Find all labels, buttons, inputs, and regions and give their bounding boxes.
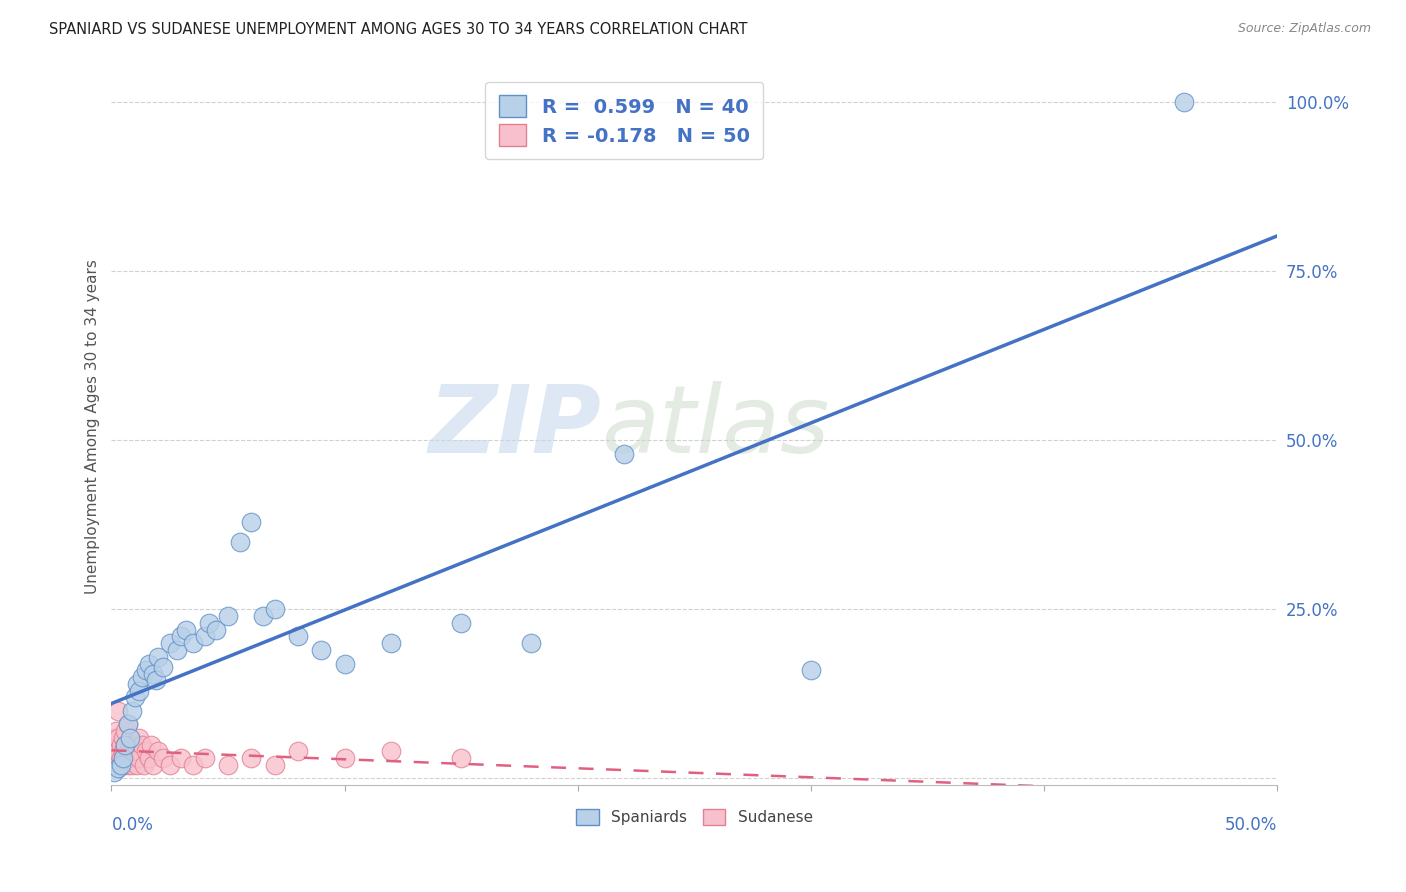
Point — [1173, 95, 1195, 110]
Point — [311, 643, 333, 657]
Point — [240, 515, 263, 529]
Point — [174, 623, 197, 637]
Point — [146, 649, 169, 664]
Point — [107, 761, 129, 775]
Point — [198, 615, 221, 630]
Point — [132, 758, 155, 772]
Point — [112, 751, 135, 765]
Point — [114, 738, 136, 752]
Point — [135, 744, 157, 758]
Point — [194, 751, 217, 765]
Point — [110, 751, 132, 765]
Point — [613, 447, 636, 461]
Point — [131, 670, 153, 684]
Point — [333, 657, 356, 671]
Point — [159, 758, 181, 772]
Point — [252, 609, 274, 624]
Point — [120, 751, 142, 765]
Point — [124, 751, 146, 765]
Text: Source: ZipAtlas.com: Source: ZipAtlas.com — [1237, 22, 1371, 36]
Point — [121, 704, 143, 718]
Point — [128, 683, 150, 698]
Point — [128, 731, 150, 745]
Point — [125, 677, 148, 691]
Point — [139, 738, 162, 752]
Point — [131, 738, 153, 752]
Legend: Spaniards, Sudanese: Spaniards, Sudanese — [569, 803, 818, 831]
Point — [194, 630, 217, 644]
Point — [103, 764, 125, 779]
Point — [103, 758, 125, 772]
Point — [205, 623, 228, 637]
Point — [107, 704, 129, 718]
Point — [138, 657, 160, 671]
Point — [152, 660, 174, 674]
Point — [117, 717, 139, 731]
Point — [170, 630, 193, 644]
Point — [520, 636, 543, 650]
Point — [138, 751, 160, 765]
Point — [125, 744, 148, 758]
Point — [103, 731, 125, 745]
Point — [117, 758, 139, 772]
Point — [181, 758, 204, 772]
Point — [135, 663, 157, 677]
Point — [107, 731, 129, 745]
Text: SPANIARD VS SUDANESE UNEMPLOYMENT AMONG AGES 30 TO 34 YEARS CORRELATION CHART: SPANIARD VS SUDANESE UNEMPLOYMENT AMONG … — [49, 22, 748, 37]
Point — [166, 643, 188, 657]
Point — [117, 744, 139, 758]
Point — [112, 744, 135, 758]
Point — [152, 751, 174, 765]
Point — [105, 724, 128, 739]
Point — [120, 738, 142, 752]
Point — [145, 673, 167, 688]
Point — [333, 751, 356, 765]
Point — [107, 758, 129, 772]
Point — [240, 751, 263, 765]
Point — [800, 663, 823, 677]
Point — [114, 738, 136, 752]
Y-axis label: Unemployment Among Ages 30 to 34 years: Unemployment Among Ages 30 to 34 years — [86, 260, 100, 594]
Text: ZIP: ZIP — [429, 381, 602, 473]
Point — [121, 758, 143, 772]
Point — [114, 724, 136, 739]
Point — [181, 636, 204, 650]
Point — [228, 534, 250, 549]
Point — [142, 666, 165, 681]
Text: 50.0%: 50.0% — [1225, 815, 1278, 834]
Point — [110, 738, 132, 752]
Point — [112, 731, 135, 745]
Point — [121, 744, 143, 758]
Point — [287, 630, 309, 644]
Point — [110, 758, 132, 772]
Point — [103, 744, 125, 758]
Point — [287, 744, 309, 758]
Point — [217, 758, 239, 772]
Point — [450, 615, 472, 630]
Point — [450, 751, 472, 765]
Point — [124, 690, 146, 705]
Point — [263, 758, 285, 772]
Point — [114, 751, 136, 765]
Point — [146, 744, 169, 758]
Point — [217, 609, 239, 624]
Point — [107, 744, 129, 758]
Text: 0.0%: 0.0% — [111, 815, 153, 834]
Point — [128, 751, 150, 765]
Point — [159, 636, 181, 650]
Point — [105, 751, 128, 765]
Point — [124, 738, 146, 752]
Point — [125, 758, 148, 772]
Text: atlas: atlas — [602, 382, 830, 473]
Point — [142, 758, 165, 772]
Point — [380, 636, 402, 650]
Point — [112, 758, 135, 772]
Point — [105, 738, 128, 752]
Point — [170, 751, 193, 765]
Point — [117, 717, 139, 731]
Point — [380, 744, 402, 758]
Point — [120, 731, 142, 745]
Point — [263, 602, 285, 616]
